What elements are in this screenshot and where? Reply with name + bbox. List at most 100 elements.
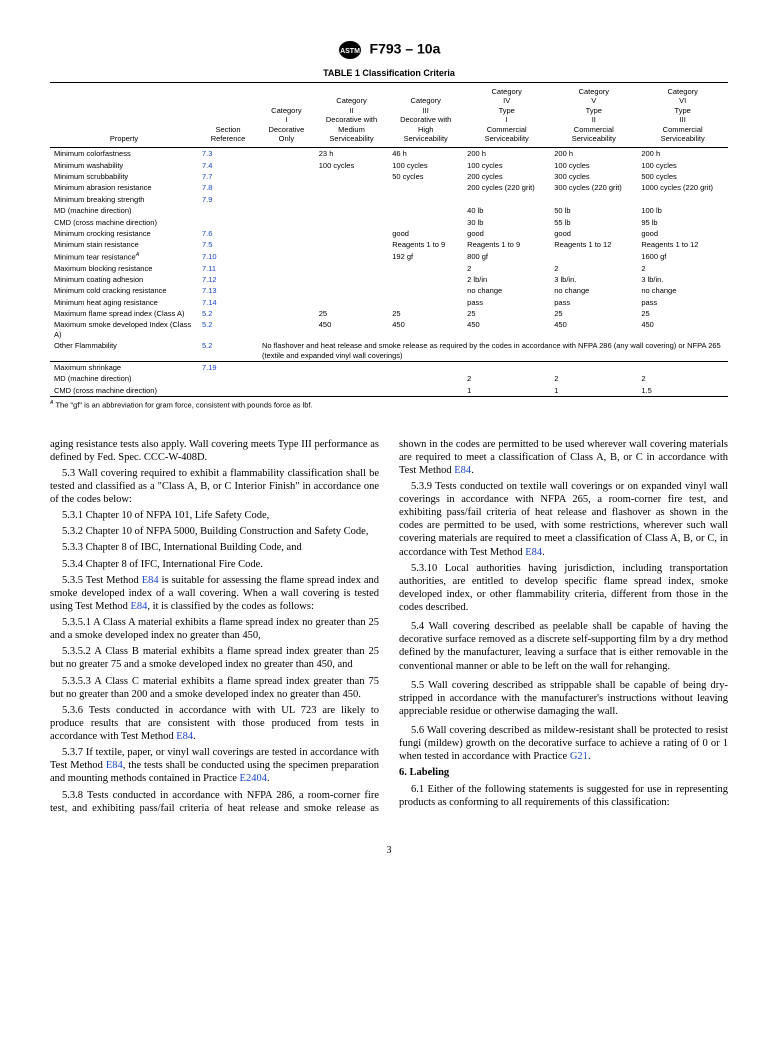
link-e84-b[interactable]: E84 — [130, 601, 147, 612]
property-cell: MD (machine direction) — [50, 205, 198, 216]
table-row: Minimum stain resistance7.5Reagents 1 to… — [50, 239, 728, 250]
para-5-3: 5.3 Wall covering required to exhibit a … — [50, 467, 379, 506]
value-cell: 2 — [463, 373, 550, 384]
section-ref-link[interactable]: 7.7 — [202, 172, 212, 181]
property-cell: Minimum crocking resistance — [50, 228, 198, 239]
section-ref-link[interactable]: 7.19 — [202, 363, 217, 372]
section-ref-link[interactable]: 7.4 — [202, 161, 212, 170]
col-header: CategoryIIDecorative withMediumServiceab… — [315, 83, 388, 148]
value-cell: 2 — [550, 263, 637, 274]
para-5-3-6: 5.3.6 Tests conducted in accordance with… — [50, 704, 379, 743]
value-cell — [315, 228, 388, 239]
value-cell — [258, 160, 315, 171]
section-ref-link[interactable]: 7.12 — [202, 275, 217, 284]
section-ref-link[interactable]: 7.10 — [202, 252, 217, 261]
value-cell: 23 h — [315, 148, 388, 160]
property-cell: MD (machine direction) — [50, 373, 198, 384]
value-cell: 3 lb/in. — [637, 274, 728, 285]
section-ref-link[interactable]: 7.3 — [202, 149, 212, 158]
value-cell: 2 — [463, 263, 550, 274]
ref-cell: 7.11 — [198, 263, 258, 274]
value-cell — [258, 373, 315, 384]
value-cell: pass — [637, 297, 728, 308]
value-cell: 1 — [463, 385, 550, 397]
value-cell: 1600 gf — [637, 251, 728, 263]
section-ref-link[interactable]: 7.9 — [202, 195, 212, 204]
table-row: Minimum coating adhesion7.122 lb/in3 lb/… — [50, 274, 728, 285]
value-cell — [388, 285, 463, 296]
value-cell — [315, 171, 388, 182]
table-row: MD (machine direction)222 — [50, 373, 728, 384]
value-cell — [388, 373, 463, 384]
link-e84[interactable]: E84 — [142, 575, 159, 586]
section-ref-link[interactable]: 7.6 — [202, 229, 212, 238]
table-row: Other Flammability5.2No flashover and he… — [50, 340, 728, 361]
col-header: CategoryVTypeIICommercialServiceability — [550, 83, 637, 148]
table-row: Minimum abrasion resistance7.8200 cycles… — [50, 182, 728, 193]
value-cell: Reagents 1 to 9 — [463, 239, 550, 250]
para-5-3-9: 5.3.9 Tests conducted on textile wall co… — [399, 480, 728, 559]
section-ref-link[interactable]: 7.14 — [202, 298, 217, 307]
value-cell: Reagents 1 to 9 — [388, 239, 463, 250]
value-cell: 30 lb — [463, 217, 550, 228]
table-row: Minimum crocking resistance7.6goodgoodgo… — [50, 228, 728, 239]
value-cell — [258, 308, 315, 319]
table-row: Minimum tear resistanceA7.10192 gf800 gf… — [50, 251, 728, 263]
table-row: Minimum cold cracking resistance 7.13 no c… — [50, 285, 728, 296]
table-row: Maximum smoke developed Index (Class A) 5… — [50, 319, 728, 340]
ref-cell: 7.6 — [198, 228, 258, 239]
link-e2404[interactable]: E2404 — [240, 773, 267, 784]
value-cell — [258, 297, 315, 308]
section-ref-link[interactable]: 5.2 — [202, 309, 212, 318]
link-e84-f[interactable]: E84 — [525, 547, 542, 558]
property-cell: Minimum washability — [50, 160, 198, 171]
value-cell: 300 cycles (220 grit) — [550, 182, 637, 193]
value-cell: 100 cycles — [315, 160, 388, 171]
value-cell: 2 — [637, 373, 728, 384]
value-cell — [388, 385, 463, 397]
para-5-3-5-1: 5.3.5.1 A Class A material exhibits a fl… — [50, 616, 379, 642]
value-cell: 50 cycles — [388, 171, 463, 182]
value-cell: 40 lb — [463, 205, 550, 216]
value-cell — [388, 263, 463, 274]
property-cell: Minimum cold cracking resistance — [50, 285, 198, 296]
section-ref-link[interactable]: 7.8 — [202, 183, 212, 192]
section-ref-link[interactable]: 7.5 — [202, 240, 212, 249]
value-cell — [315, 285, 388, 296]
value-cell: no change — [637, 285, 728, 296]
property-cell: Maximum shrinkage — [50, 361, 198, 373]
col-header: CategoryVITypeIIICommercialServiceabilit… — [637, 83, 728, 148]
value-cell: 300 cycles — [550, 171, 637, 182]
ref-cell — [198, 205, 258, 216]
section-ref-link[interactable]: 7.13 — [202, 286, 217, 295]
value-cell: 25 — [550, 308, 637, 319]
property-cell: Maximum smoke developed Index (Class A) — [50, 319, 198, 340]
table-row: CMD (cross machine direction)30 lb55 lb9… — [50, 217, 728, 228]
para-5-3-2: 5.3.2 Chapter 10 of NFPA 5000, Building … — [50, 525, 379, 538]
property-cell: Minimum scrubbability — [50, 171, 198, 182]
value-cell: 1.5 — [637, 385, 728, 397]
value-cell: 25 — [637, 308, 728, 319]
property-cell: CMD (cross machine direction) — [50, 385, 198, 397]
property-cell: Minimum breaking strength — [50, 194, 198, 205]
value-cell — [388, 205, 463, 216]
value-cell — [258, 228, 315, 239]
designation: F793 – 10a — [370, 41, 441, 57]
link-g21[interactable]: G21 — [570, 751, 588, 762]
section-ref-link[interactable]: 5.2 — [202, 341, 212, 350]
value-cell — [315, 194, 388, 205]
property-cell: Minimum coating adhesion — [50, 274, 198, 285]
para-5-5: 5.5 Wall covering described as strippabl… — [399, 679, 728, 718]
link-e84-c[interactable]: E84 — [176, 731, 193, 742]
value-cell — [315, 385, 388, 397]
table-title: TABLE 1 Classification Criteria — [50, 68, 728, 78]
table-footnote: A The "gf" is an abbreviation for gram f… — [50, 400, 728, 410]
section-ref-link[interactable]: 5.2 — [202, 320, 212, 329]
ref-cell: 7.7 — [198, 171, 258, 182]
link-e84-e[interactable]: E84 — [454, 465, 471, 476]
value-cell — [388, 194, 463, 205]
link-e84-d[interactable]: E84 — [106, 760, 123, 771]
value-cell — [550, 194, 637, 205]
section-ref-link[interactable]: 7.11 — [202, 264, 216, 273]
property-cell: Minimum colorfastness — [50, 148, 198, 160]
